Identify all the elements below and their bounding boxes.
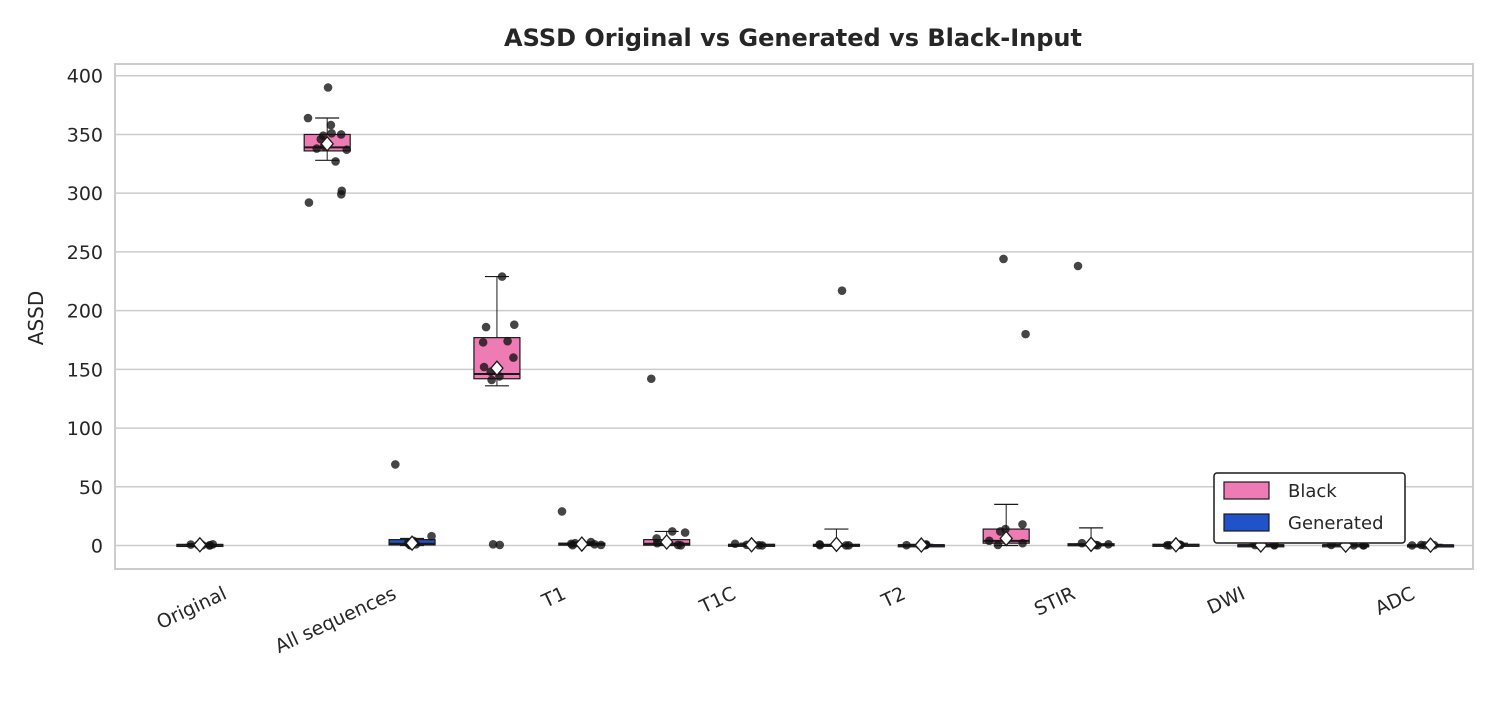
y-tick-label-0: 0 — [91, 536, 103, 558]
point-original-original-5 — [205, 540, 215, 550]
box-group-original-original — [176, 536, 224, 553]
point-black-all-sequences-3 — [327, 128, 336, 138]
mean-marker-black-all-sequences — [320, 135, 335, 152]
mean-marker-generated-stir — [1084, 536, 1098, 553]
mean-marker-black-t1c — [659, 533, 674, 550]
point-black-t1-2 — [481, 322, 491, 332]
box-group-black-dwi — [1152, 536, 1200, 553]
mean-marker-black-t2 — [829, 536, 844, 553]
point-black-t1c-0 — [646, 374, 656, 384]
point-black-t1-1 — [509, 320, 519, 330]
box-group-generated-adc — [1406, 537, 1455, 554]
box-group-generated-stir — [1067, 261, 1115, 553]
point-black-all-sequences-5 — [336, 130, 346, 139]
box-group-generated-all-sequences — [388, 460, 436, 552]
mean-marker-original-original — [193, 536, 207, 553]
mean-marker-generated-t1c — [744, 536, 759, 553]
mean-marker-generated-t2 — [914, 537, 929, 554]
box-layer — [176, 83, 1455, 554]
point-black-all-sequences-10 — [331, 157, 340, 166]
box-group-black-stir — [982, 254, 1030, 550]
point-black-all-sequences-9 — [342, 145, 351, 155]
legend-label-generated: Generated — [1288, 513, 1384, 534]
chart-title: ASSD Original vs Generated vs Black-Inpu… — [504, 24, 1082, 52]
point-generated-stir-1 — [1077, 538, 1087, 548]
point-generated-all-sequences-0 — [391, 460, 400, 469]
y-tick-label-300: 300 — [67, 183, 103, 205]
point-generated-adc-2 — [1407, 541, 1417, 550]
point-black-t1-11 — [495, 540, 505, 550]
point-generated-t1-0 — [557, 507, 567, 516]
box-group-generated-t1 — [557, 507, 606, 553]
point-black-stir-1 — [1021, 329, 1030, 339]
point-black-t2-5 — [815, 540, 825, 550]
point-black-t1-5 — [509, 353, 518, 362]
point-black-t2-0 — [837, 286, 847, 295]
point-generated-t1-4 — [590, 540, 599, 549]
point-black-t1-10 — [488, 540, 498, 549]
box-group-black-t1 — [473, 272, 521, 550]
point-generated-t1c-0 — [730, 539, 740, 549]
point-black-t1c-2 — [680, 528, 690, 537]
point-black-all-sequences-2 — [326, 120, 336, 130]
y-tick-label-50: 50 — [79, 477, 103, 499]
point-black-stir-2 — [1018, 520, 1027, 529]
mean-marker-black-t1 — [490, 360, 504, 377]
point-black-stir-7 — [1018, 538, 1027, 548]
y-tick-label-350: 350 — [67, 124, 103, 146]
mean-marker-generated-adc — [1423, 537, 1438, 554]
point-black-t1-9 — [487, 375, 496, 385]
y-tick-label-250: 250 — [67, 242, 103, 264]
mean-marker-black-stir — [999, 530, 1014, 547]
y-tick-label-150: 150 — [67, 359, 103, 381]
point-generated-t1c-4 — [757, 541, 767, 550]
point-generated-all-sequences-1 — [427, 531, 436, 541]
box-group-generated-t2 — [897, 537, 945, 554]
y-axis-label: ASSD — [24, 291, 48, 345]
legend-swatch-generated — [1223, 513, 1270, 532]
point-black-all-sequences-1 — [303, 113, 313, 123]
point-black-all-sequences-12 — [336, 190, 346, 199]
mean-marker-generated-t1 — [574, 536, 589, 553]
point-black-t1-6 — [479, 362, 489, 372]
legend-swatch-black — [1223, 481, 1270, 500]
point-black-stir-4 — [995, 527, 1005, 536]
point-black-all-sequences-0 — [323, 83, 333, 92]
point-black-t1-3 — [503, 336, 512, 346]
y-tick-label-400: 400 — [67, 66, 103, 88]
point-generated-t1-5 — [596, 540, 606, 550]
point-black-t1-0 — [497, 272, 507, 281]
point-black-t1-4 — [478, 338, 488, 347]
y-tick-label-200: 200 — [67, 301, 103, 323]
legend-label-black: Black — [1288, 481, 1337, 502]
box-group-generated-t1c — [727, 536, 776, 553]
point-generated-stir-0 — [1073, 261, 1083, 271]
mean-marker-black-dwi — [1169, 536, 1183, 553]
y-tick-label-100: 100 — [67, 418, 103, 440]
box-group-black-all-sequences — [303, 83, 351, 207]
point-black-all-sequences-13 — [304, 198, 314, 207]
plot-frame — [114, 63, 1474, 570]
point-original-original-3 — [186, 540, 196, 549]
point-black-stir-8 — [993, 540, 1003, 550]
point-generated-t1-6 — [568, 540, 577, 550]
point-black-t2-4 — [841, 541, 851, 550]
point-generated-t2-2 — [902, 540, 911, 550]
point-black-t1c-6 — [676, 540, 686, 550]
point-black-t1c-1 — [667, 527, 677, 536]
mean-marker-generated-all-sequences — [405, 535, 419, 552]
point-black-all-sequences-8 — [312, 144, 321, 153]
point-black-stir-0 — [999, 254, 1008, 264]
legend: Black Generated — [1213, 472, 1406, 544]
point-black-t1c-4 — [652, 538, 662, 548]
box-group-black-t1c — [643, 374, 691, 550]
box-group-black-t2 — [812, 286, 861, 553]
point-generated-stir-2 — [1104, 540, 1113, 549]
point-black-stir-6 — [984, 536, 994, 546]
point-black-dwi-4 — [1162, 540, 1172, 550]
